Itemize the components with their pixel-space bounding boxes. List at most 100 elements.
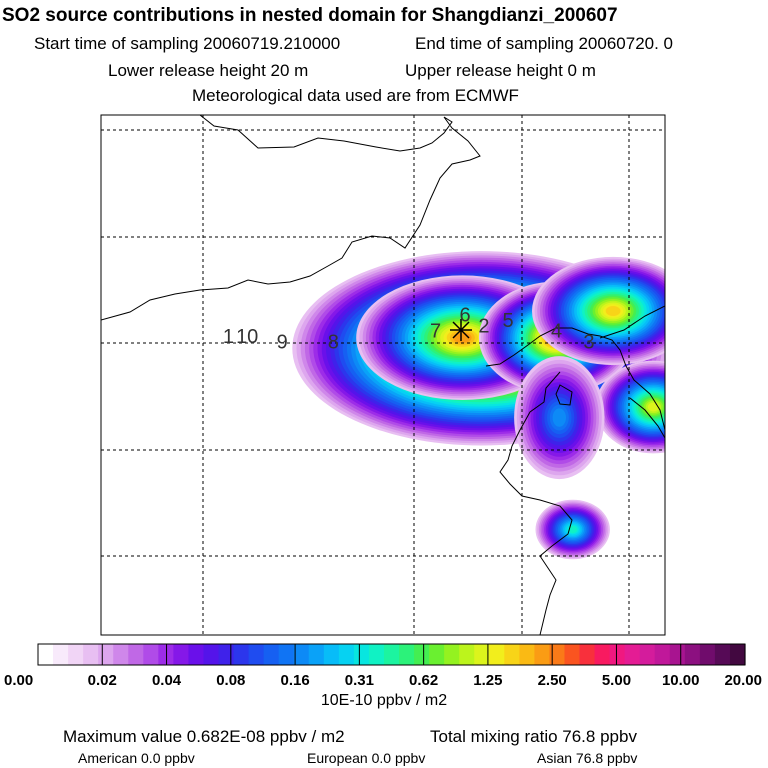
total-mixing-ratio-label: Total mixing ratio 76.8 ppbv xyxy=(430,727,637,746)
colorbar-tick-label: 0.62 xyxy=(409,672,438,689)
colorbar-tick-label: 0.00 xyxy=(4,672,33,689)
colorbar-cell xyxy=(188,644,205,665)
end-time-label: End time of sampling 20060720. 0 xyxy=(415,34,674,53)
trajectory-label: 5 xyxy=(503,310,514,332)
colorbar-cell xyxy=(729,644,746,665)
trajectory-label: 1 xyxy=(223,326,234,348)
colorbar-tick-label: 0.08 xyxy=(216,672,245,689)
coastline-island xyxy=(555,384,573,406)
upper-release-height-label: Upper release height 0 m xyxy=(405,61,596,80)
colorbar-cell xyxy=(368,644,385,665)
colorbar-cell xyxy=(639,644,656,665)
plume-ring xyxy=(647,402,660,412)
colorbar-cell xyxy=(459,644,475,665)
colorbar-cell xyxy=(714,644,731,665)
colorbar-cell xyxy=(338,644,355,665)
maximum-value-label: Maximum value 0.682E-08 ppbv / m2 xyxy=(63,727,345,746)
colorbar-cell xyxy=(594,644,611,665)
trajectory-label: 7 xyxy=(430,321,441,343)
colorbar-tick-label: 1.25 xyxy=(473,672,502,689)
colorbar-cell xyxy=(504,644,520,665)
lat-lon-grid xyxy=(101,115,665,635)
trajectory-label: 9 xyxy=(277,331,288,353)
colorbar-cell xyxy=(38,644,54,665)
colorbar-cell xyxy=(489,644,505,665)
colorbar-tick-label: 0.04 xyxy=(152,672,182,689)
colorbar-tick-label: 0.31 xyxy=(345,672,374,689)
colorbar-cell xyxy=(654,644,671,665)
colorbar-cell xyxy=(323,644,340,665)
european-contribution-label: European 0.0 ppbv xyxy=(307,750,426,766)
colorbar-tick-label: 0.02 xyxy=(88,672,117,689)
trajectory-label: 8 xyxy=(328,331,339,353)
colorbar-cell xyxy=(173,644,190,665)
colorbar-cell xyxy=(128,644,144,665)
colorbar-cell xyxy=(248,644,265,665)
map-frame xyxy=(100,114,666,636)
colorbar-cell xyxy=(429,644,445,665)
colorbar xyxy=(37,643,746,666)
plume-ring xyxy=(552,408,566,427)
plume-ring xyxy=(568,525,578,534)
trajectory-label: 2 xyxy=(478,315,489,337)
colorbar-cell xyxy=(534,644,551,665)
colorbar-cell xyxy=(444,644,460,665)
plume xyxy=(595,360,665,454)
colorbar-cell xyxy=(564,644,581,665)
colorbar-cell xyxy=(549,644,566,665)
colorbar-cell xyxy=(699,644,716,665)
colorbar-cell xyxy=(233,644,250,665)
colorbar-cell xyxy=(669,644,686,665)
colorbar-cell xyxy=(98,644,114,665)
trajectory-label-layer: 1 10 9 8 76 5 4 3 2 xyxy=(223,305,595,354)
colorbar-tick-label: 20.00 xyxy=(724,672,762,689)
colorbar-cell xyxy=(293,644,310,665)
asian-contribution-label: Asian 76.8 ppbv xyxy=(537,750,638,766)
colorbar-cell xyxy=(579,644,596,665)
concentration-field xyxy=(292,251,665,560)
colorbar-cell xyxy=(609,644,626,665)
receptor-marker xyxy=(450,319,472,341)
chart-title: SO2 source contributions in nested domai… xyxy=(2,5,618,26)
coastline-bohai xyxy=(485,327,665,431)
colorbar-cell xyxy=(203,644,220,665)
coastline-layer xyxy=(101,115,665,635)
colorbar-cell xyxy=(308,644,325,665)
trajectory-label: 3 xyxy=(583,331,594,353)
colorbar-cell xyxy=(143,644,159,665)
colorbar-cell xyxy=(68,644,84,665)
colorbar-unit-label: 10E-10 ppbv / m2 xyxy=(320,692,448,709)
plume xyxy=(514,356,605,480)
colorbar-cell xyxy=(113,644,129,665)
colorbar-cell xyxy=(53,644,69,665)
colorbar-cell xyxy=(474,644,490,665)
colorbar-cell xyxy=(519,644,535,665)
border-line-north xyxy=(101,115,481,321)
coastline-shandong xyxy=(499,371,573,635)
colorbar-cell xyxy=(624,644,641,665)
colorbar-tick-labels: 0.00 0.02 0.04 0.08 0.16 0.31 0.62 1.25 2.50 5.00… xyxy=(4,644,762,689)
colorbar-tick-label: 10.00 xyxy=(662,672,700,689)
colorbar-tick-label: 0.16 xyxy=(280,672,309,689)
start-time-label: Start time of sampling 20060719.210000 xyxy=(34,34,341,53)
colorbar-cell xyxy=(263,644,280,665)
colorbar-cell xyxy=(353,644,370,665)
colorbar-cell xyxy=(218,644,235,665)
colorbar-cell xyxy=(684,644,701,665)
american-contribution-label: American 0.0 ppbv xyxy=(78,750,195,766)
colorbar-cell xyxy=(399,644,415,665)
colorbar-cell xyxy=(414,644,430,665)
trajectory-label: 10 xyxy=(236,326,258,348)
colorbar-cell xyxy=(383,644,400,665)
colorbar-tick-label: 2.50 xyxy=(538,672,567,689)
colorbar-tick-label: 5.00 xyxy=(602,672,631,689)
lower-release-height-label: Lower release height 20 m xyxy=(108,61,309,80)
plume xyxy=(532,256,665,366)
plume-ring xyxy=(605,306,621,316)
coastline-liaodong xyxy=(599,305,665,339)
colorbar-cell xyxy=(83,644,99,665)
trajectory-label: 6 xyxy=(460,305,471,327)
colorbar-cell xyxy=(278,644,295,665)
